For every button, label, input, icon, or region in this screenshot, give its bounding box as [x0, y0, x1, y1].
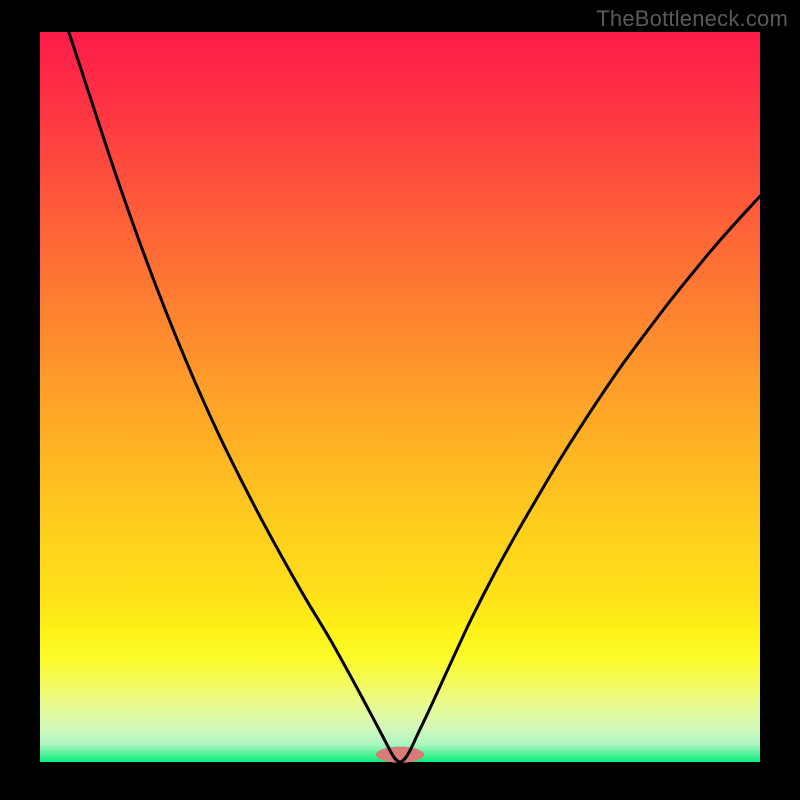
- bottleneck-curve-chart: [0, 0, 800, 800]
- minimum-marker: [376, 747, 424, 763]
- plot-area: [40, 32, 760, 762]
- watermark-text: TheBottleneck.com: [596, 6, 788, 32]
- chart-container: TheBottleneck.com: [0, 0, 800, 800]
